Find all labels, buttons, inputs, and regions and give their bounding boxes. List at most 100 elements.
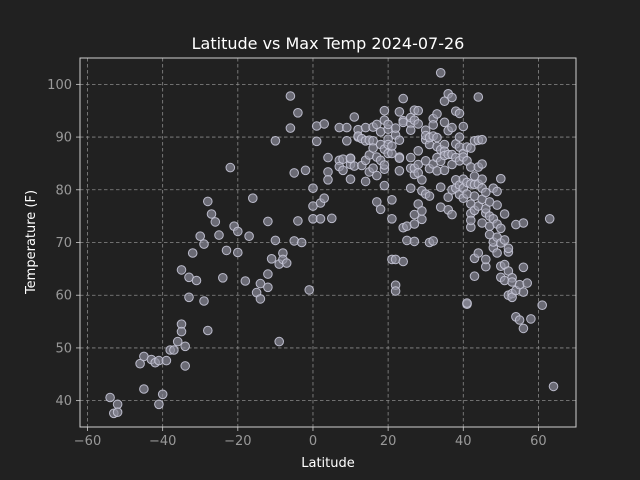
data-point xyxy=(105,392,115,403)
x-tick-label: −60 xyxy=(74,434,101,449)
data-point xyxy=(154,399,164,410)
data-point xyxy=(405,152,416,163)
y-tick-label: 50 xyxy=(55,341,72,356)
data-point xyxy=(469,271,480,282)
data-point xyxy=(413,159,424,170)
data-point xyxy=(409,219,420,229)
data-point xyxy=(447,92,457,103)
data-point xyxy=(368,163,378,173)
data-point xyxy=(345,174,356,184)
data-point xyxy=(544,214,555,224)
data-point xyxy=(526,314,536,324)
data-point xyxy=(390,286,401,296)
data-point xyxy=(394,135,405,145)
data-point xyxy=(435,182,446,192)
data-point xyxy=(466,215,476,226)
data-point xyxy=(432,109,442,119)
data-point xyxy=(387,195,397,205)
data-point xyxy=(473,92,484,102)
data-point xyxy=(285,91,296,101)
data-point xyxy=(169,345,179,355)
data-point xyxy=(417,175,427,185)
data-point xyxy=(454,108,465,119)
data-point xyxy=(323,152,333,163)
data-point xyxy=(383,119,393,130)
data-point xyxy=(537,300,548,311)
data-point xyxy=(413,105,424,116)
data-point xyxy=(221,245,232,256)
data-point xyxy=(233,247,243,258)
data-point xyxy=(263,269,273,279)
data-point xyxy=(157,389,168,400)
data-point xyxy=(522,278,533,288)
data-points xyxy=(105,68,559,419)
data-point xyxy=(514,315,525,325)
data-point xyxy=(417,214,427,225)
data-point xyxy=(180,361,190,371)
data-point xyxy=(518,218,529,228)
data-point xyxy=(477,159,487,169)
data-point xyxy=(191,275,202,286)
data-point xyxy=(240,276,251,286)
data-point xyxy=(342,136,352,146)
data-point xyxy=(135,358,145,369)
data-point xyxy=(518,287,529,297)
data-point xyxy=(409,236,420,247)
data-point xyxy=(360,176,371,187)
data-point xyxy=(172,336,183,347)
data-point xyxy=(398,256,409,267)
data-point xyxy=(379,180,390,191)
x-axis: −60 −40 −20 0 20 40 60 xyxy=(74,427,547,449)
data-point xyxy=(413,119,424,129)
data-point xyxy=(255,294,266,304)
data-point xyxy=(319,119,330,129)
data-point xyxy=(458,121,469,132)
data-point xyxy=(443,192,454,202)
data-point xyxy=(349,112,360,122)
data-point xyxy=(266,253,277,264)
data-point xyxy=(342,122,352,133)
data-point xyxy=(112,407,123,418)
data-point xyxy=(447,122,457,133)
data-point xyxy=(225,162,236,173)
data-point xyxy=(477,174,487,184)
data-point xyxy=(548,381,559,392)
data-point xyxy=(518,262,529,273)
data-point xyxy=(315,214,326,224)
data-point xyxy=(214,230,224,240)
data-point xyxy=(447,209,457,220)
data-point xyxy=(296,237,307,248)
data-point xyxy=(338,165,348,176)
data-point xyxy=(462,298,472,308)
data-point xyxy=(293,216,303,226)
data-point xyxy=(187,248,198,258)
data-point xyxy=(499,235,510,245)
data-point xyxy=(218,273,228,283)
data-point xyxy=(394,153,405,163)
data-point xyxy=(263,282,273,293)
data-point xyxy=(428,120,439,130)
x-tick-label: −40 xyxy=(149,434,176,449)
data-point xyxy=(327,213,337,224)
data-point xyxy=(439,96,450,106)
data-point xyxy=(112,399,123,410)
data-point xyxy=(387,214,397,224)
data-point xyxy=(199,239,209,249)
data-point xyxy=(308,183,318,193)
y-tick-label: 80 xyxy=(55,183,72,198)
data-point xyxy=(481,254,491,265)
data-point xyxy=(387,141,397,151)
data-point xyxy=(454,132,465,142)
data-point xyxy=(413,146,424,156)
data-point xyxy=(199,296,209,306)
data-point xyxy=(424,191,435,201)
data-point xyxy=(477,134,487,145)
y-axis-label: Temperature (F) xyxy=(24,190,39,295)
y-tick-label: 60 xyxy=(55,289,72,304)
chart-title: Latitude vs Max Temp 2024-07-26 xyxy=(192,34,465,53)
data-point xyxy=(398,93,409,104)
data-point xyxy=(345,153,356,163)
data-point xyxy=(203,325,213,336)
